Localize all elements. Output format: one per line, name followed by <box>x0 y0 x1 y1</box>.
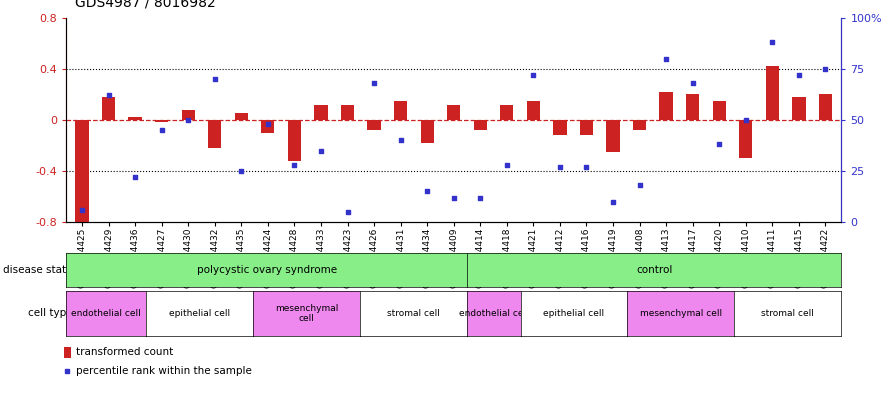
Point <box>287 162 301 168</box>
Point <box>420 188 434 195</box>
Point <box>739 117 753 123</box>
Text: control: control <box>636 265 672 275</box>
Point <box>101 92 115 99</box>
Bar <box>102 97 115 120</box>
Bar <box>606 120 619 152</box>
Bar <box>686 94 700 120</box>
Point <box>128 174 142 180</box>
Text: mesenchymal cell: mesenchymal cell <box>640 309 722 318</box>
Bar <box>713 101 726 120</box>
Text: GDS4987 / 8016982: GDS4987 / 8016982 <box>75 0 216 10</box>
Point <box>659 55 673 62</box>
Point <box>367 80 381 86</box>
Bar <box>420 120 433 143</box>
Text: mesenchymal
cell: mesenchymal cell <box>275 304 338 323</box>
Point <box>261 121 275 127</box>
Point <box>447 195 461 201</box>
Bar <box>818 94 832 120</box>
Bar <box>288 120 301 161</box>
Point <box>553 164 567 170</box>
Point <box>303 269 317 275</box>
Text: disease state ▶: disease state ▶ <box>3 265 84 275</box>
Point <box>314 147 328 154</box>
Point <box>606 198 620 205</box>
Point <box>633 182 647 188</box>
Text: endothelial cell: endothelial cell <box>459 309 529 318</box>
Point <box>526 72 540 78</box>
Point <box>766 39 780 45</box>
Point <box>340 209 354 215</box>
Bar <box>633 120 646 130</box>
Bar <box>447 105 461 120</box>
Point <box>394 137 408 143</box>
Point <box>685 80 700 86</box>
Bar <box>580 120 593 135</box>
Bar <box>76 120 89 224</box>
Bar <box>129 117 142 120</box>
Bar <box>208 120 221 148</box>
Text: transformed count: transformed count <box>76 347 173 357</box>
Point <box>712 141 726 147</box>
Bar <box>315 105 328 120</box>
Bar <box>553 120 566 135</box>
Text: endothelial cell: endothelial cell <box>71 309 141 318</box>
Point <box>181 117 196 123</box>
Bar <box>367 120 381 130</box>
FancyBboxPatch shape <box>63 347 70 358</box>
Bar <box>234 114 248 120</box>
Bar <box>739 120 752 158</box>
Bar <box>500 105 514 120</box>
Point <box>500 162 514 168</box>
Point <box>580 164 594 170</box>
Point <box>792 72 806 78</box>
Text: epithelial cell: epithelial cell <box>169 309 230 318</box>
Bar <box>341 105 354 120</box>
Bar <box>660 92 673 120</box>
Point <box>234 168 248 174</box>
Bar <box>766 66 779 120</box>
Bar <box>474 120 487 130</box>
Point <box>818 66 833 72</box>
Bar <box>155 120 168 122</box>
Text: epithelial cell: epithelial cell <box>544 309 604 318</box>
Text: cell type ▶: cell type ▶ <box>28 309 84 318</box>
Text: stromal cell: stromal cell <box>387 309 440 318</box>
Bar <box>262 120 275 132</box>
Text: polycystic ovary syndrome: polycystic ovary syndrome <box>196 265 337 275</box>
Point <box>208 76 222 82</box>
Bar <box>394 101 407 120</box>
Point <box>75 207 89 213</box>
Text: percentile rank within the sample: percentile rank within the sample <box>76 366 251 376</box>
Point <box>473 195 487 201</box>
Bar <box>181 110 195 120</box>
Point <box>154 127 168 133</box>
Bar <box>527 101 540 120</box>
Text: stromal cell: stromal cell <box>761 309 814 318</box>
Bar <box>792 97 805 120</box>
